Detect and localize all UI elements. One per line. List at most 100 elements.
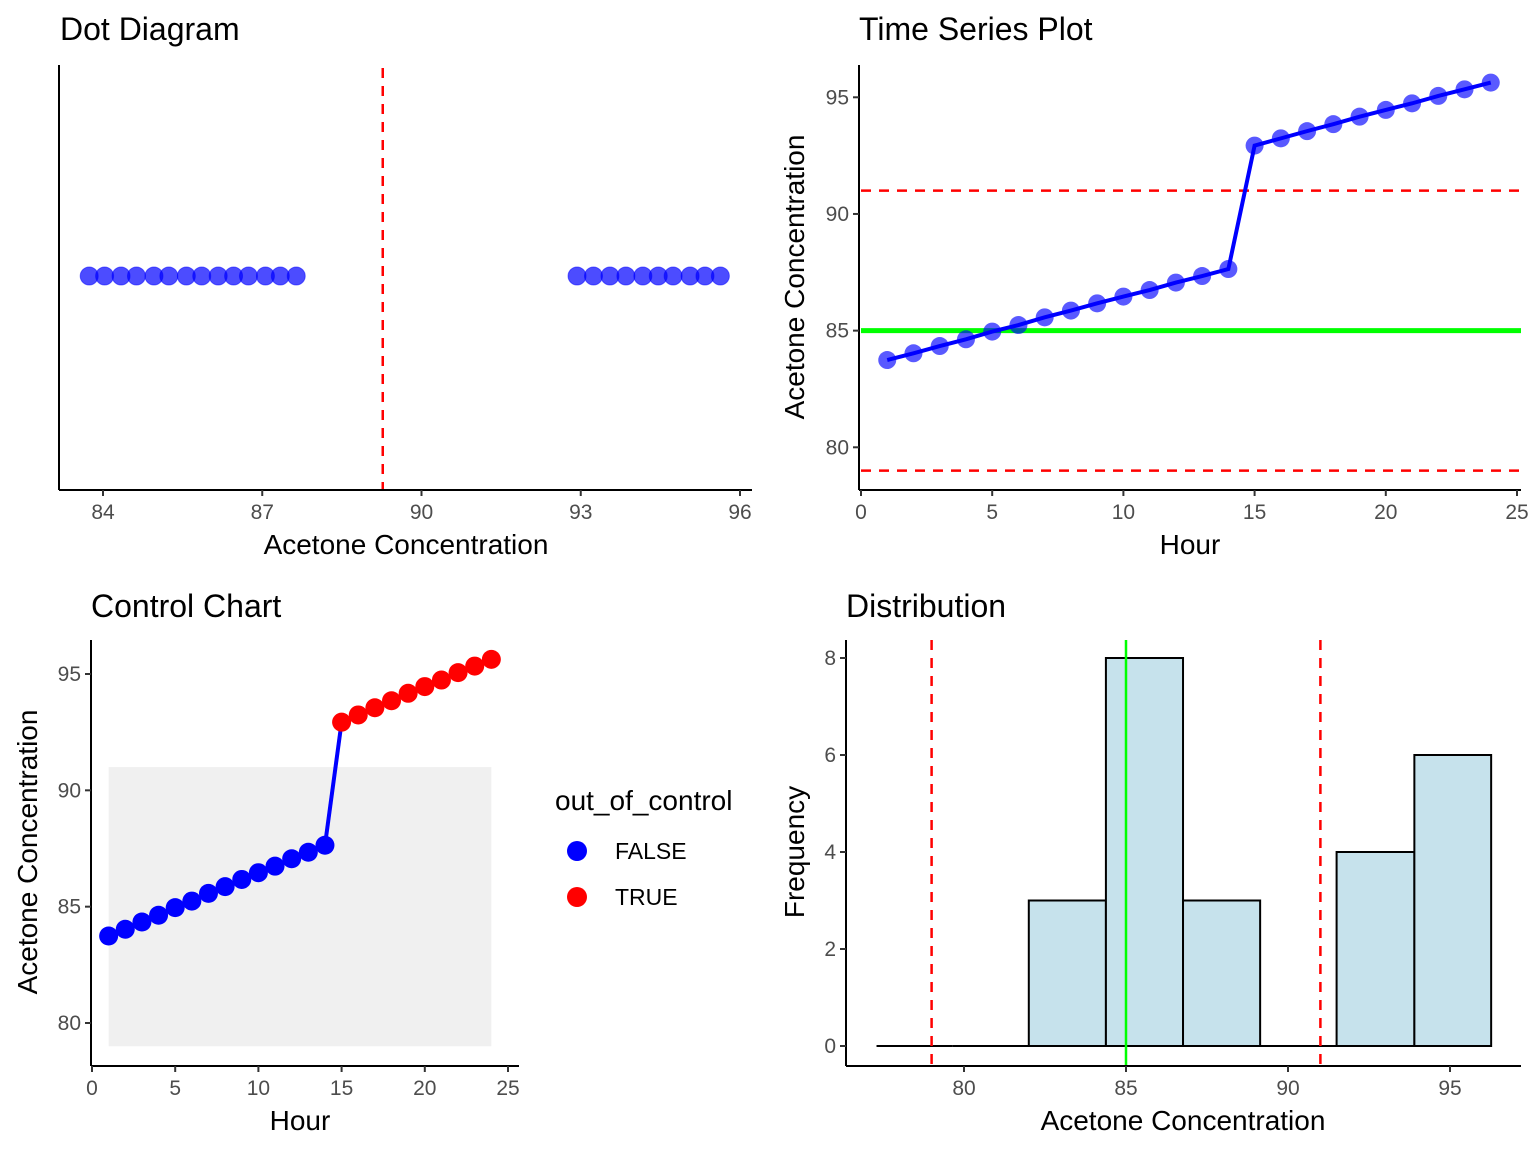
control-chart-ylabel: Acetone Concentration bbox=[12, 710, 43, 995]
time-series-title: Time Series Plot bbox=[859, 11, 1093, 47]
dot-diagram-point bbox=[270, 266, 290, 286]
control-chart-x-tick-label: 0 bbox=[86, 1077, 98, 1100]
time-series-x-tick-label: 25 bbox=[1505, 501, 1528, 524]
control-chart-point bbox=[415, 677, 435, 697]
distribution-y-tick-label: 2 bbox=[824, 938, 836, 961]
control-chart-x-tick-label: 10 bbox=[247, 1077, 270, 1100]
control-chart-title: Control Chart bbox=[91, 588, 281, 624]
legend-key-true bbox=[567, 887, 587, 907]
time-series-y-tick-label: 95 bbox=[826, 86, 849, 109]
time-series-x-tick-label: 10 bbox=[1112, 501, 1135, 524]
control-chart-y-tick-label: 80 bbox=[58, 1012, 81, 1035]
histogram-bar bbox=[1413, 754, 1493, 1047]
time-series-y-tick-label: 90 bbox=[826, 203, 849, 226]
time-series-xlabel: Hour bbox=[1160, 529, 1221, 560]
time-series-point bbox=[930, 337, 949, 356]
legend-label-true: TRUE bbox=[615, 884, 678, 910]
legend-key-false bbox=[567, 841, 587, 861]
control-chart-x-tick-label: 15 bbox=[330, 1077, 353, 1100]
control-chart-point bbox=[382, 691, 402, 711]
time-series-point bbox=[1009, 316, 1028, 335]
time-series-point bbox=[1403, 94, 1422, 113]
histogram-bar bbox=[1182, 899, 1262, 1047]
time-series-point bbox=[1298, 122, 1317, 141]
control-chart-y-tick-label: 95 bbox=[58, 663, 81, 686]
control-chart-point bbox=[198, 883, 218, 903]
control-chart-point bbox=[248, 863, 268, 883]
time-series-point bbox=[956, 330, 975, 349]
time-series-point bbox=[1481, 73, 1500, 92]
dot-diagram-x-tick-label: 90 bbox=[410, 501, 433, 524]
time-series-point bbox=[1166, 273, 1185, 292]
dot-diagram-point bbox=[95, 266, 115, 286]
control-chart-point bbox=[315, 835, 335, 855]
time-series-y-tick-label: 80 bbox=[826, 436, 849, 459]
dot-diagram-point bbox=[710, 266, 730, 286]
time-series-y-tick-label: 85 bbox=[826, 320, 849, 343]
distribution-y-tick-label: 6 bbox=[824, 744, 836, 767]
distribution-xlabel: Acetone Concentration bbox=[1041, 1105, 1326, 1136]
time-series-point bbox=[1350, 107, 1369, 126]
time-series-ylabel: Acetone Concentration bbox=[779, 135, 810, 420]
time-series-point bbox=[1035, 308, 1054, 327]
legend-title: out_of_control bbox=[555, 785, 732, 816]
control-chart-point bbox=[99, 926, 119, 946]
dot-diagram-point bbox=[238, 266, 258, 286]
time-series-x-tick-label: 15 bbox=[1243, 501, 1266, 524]
time-series-point bbox=[1455, 80, 1474, 99]
control-chart-point bbox=[165, 898, 185, 918]
dot-diagram-x-tick-label: 87 bbox=[251, 501, 274, 524]
distribution-x-tick-label: 90 bbox=[1276, 1077, 1299, 1100]
control-chart-y-tick-label: 90 bbox=[58, 779, 81, 802]
control-chart-xlabel: Hour bbox=[270, 1105, 331, 1136]
time-series-point bbox=[1429, 86, 1448, 105]
control-chart-point bbox=[398, 683, 418, 703]
time-series-point bbox=[1088, 294, 1107, 313]
time-series-point bbox=[1061, 301, 1080, 320]
time-series-line bbox=[886, 80, 1492, 362]
time-series-point bbox=[878, 351, 897, 370]
time-series-x-tick-label: 20 bbox=[1374, 501, 1397, 524]
dot-diagram-xlabel: Acetone Concentration bbox=[264, 529, 549, 560]
control-chart-line-segment bbox=[322, 721, 344, 846]
control-chart-point bbox=[348, 705, 368, 725]
control-chart-point bbox=[215, 877, 235, 897]
control-chart-point bbox=[282, 849, 302, 869]
dot-diagram-point bbox=[663, 266, 683, 286]
dot-diagram-point bbox=[567, 266, 587, 286]
time-series-point bbox=[1140, 281, 1159, 300]
dot-diagram-title: Dot Diagram bbox=[60, 11, 240, 47]
time-series-x-tick-label: 5 bbox=[986, 501, 998, 524]
distribution-x-tick-label: 85 bbox=[1114, 1077, 1137, 1100]
time-series-point bbox=[1376, 100, 1395, 119]
histogram-bar bbox=[1104, 657, 1185, 1047]
control-chart-point bbox=[481, 649, 501, 669]
control-chart-point bbox=[115, 919, 135, 939]
dot-diagram-x-tick-label: 84 bbox=[91, 501, 115, 524]
distribution-y-tick-label: 4 bbox=[824, 841, 836, 864]
dot-diagram-x-tick-label: 93 bbox=[569, 501, 592, 524]
control-chart-point bbox=[182, 891, 202, 911]
control-chart-point bbox=[365, 698, 385, 718]
time-series-point bbox=[983, 322, 1002, 341]
time-series-x-tick-label: 0 bbox=[855, 501, 867, 524]
dot-diagram-point bbox=[616, 266, 636, 286]
time-series-point bbox=[1271, 129, 1290, 148]
control-chart-y-tick-label: 85 bbox=[58, 896, 81, 919]
control-chart-point bbox=[465, 656, 485, 676]
histogram-bar bbox=[1027, 899, 1107, 1047]
time-series-point bbox=[1219, 260, 1238, 279]
control-chart-x-tick-label: 5 bbox=[169, 1077, 181, 1100]
distribution-ylabel: Frequency bbox=[779, 786, 810, 918]
time-series-point bbox=[1245, 136, 1264, 155]
dot-diagram-point bbox=[159, 266, 179, 286]
time-series-point bbox=[1324, 115, 1343, 134]
control-chart-point bbox=[149, 905, 169, 925]
dot-diagram-point bbox=[126, 266, 146, 286]
distribution-y-tick-label: 8 bbox=[824, 647, 836, 670]
time-series-point bbox=[904, 344, 923, 363]
time-series-point bbox=[1114, 287, 1133, 306]
dot-diagram-point bbox=[600, 266, 620, 286]
distribution-x-tick-label: 80 bbox=[952, 1077, 975, 1100]
